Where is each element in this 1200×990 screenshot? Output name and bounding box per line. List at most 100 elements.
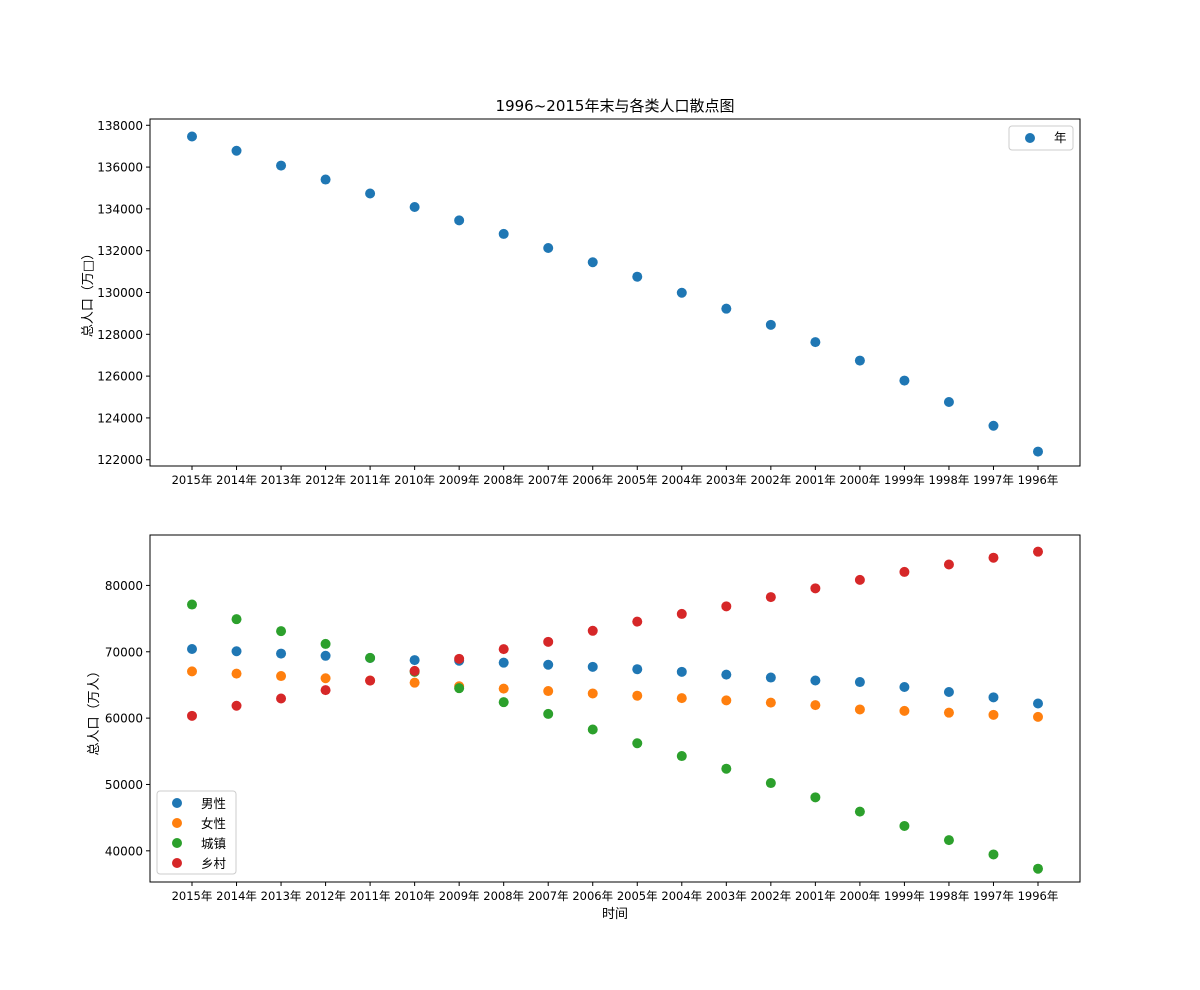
scatter-point-series-1 — [854, 704, 865, 715]
scatter-point-series-0 — [1033, 446, 1043, 457]
scatter-point-series-1 — [320, 673, 331, 684]
x-tick-label: 2009年 — [439, 473, 480, 487]
x-tick-label: 2005年 — [617, 889, 658, 903]
scatter-point-series-0 — [1033, 698, 1043, 709]
x-tick-label: 2014年 — [216, 889, 257, 903]
scatter-point-series-0 — [454, 215, 465, 226]
x-tick-label: 2010年 — [394, 473, 435, 487]
y-tick-label: 122000 — [97, 453, 143, 467]
scatter-point-series-2 — [187, 599, 197, 610]
scatter-point-series-2 — [854, 806, 865, 817]
scatter-point-series-0 — [187, 644, 197, 655]
x-tick-label: 2011年 — [350, 889, 391, 903]
x-tick-label: 2012年 — [305, 473, 346, 487]
y-axis-ticks: 122000 124000 126000 128000 130000 132000 1340… — [97, 119, 150, 467]
x-tick-label: 2009年 — [439, 889, 480, 903]
x-axis-label: 时间 — [602, 907, 628, 922]
scatter-point-series-2 — [721, 763, 732, 774]
scatter-point-series-1 — [276, 671, 287, 682]
y-tick-label: 130000 — [97, 286, 143, 300]
scatter-point-series-3 — [454, 653, 465, 664]
x-tick-label: 2010年 — [394, 889, 435, 903]
scatter-point-series-1 — [943, 707, 954, 718]
legend-box — [156, 790, 237, 875]
scatter-point-series-0 — [943, 686, 954, 697]
x-tick-label: 1998年 — [929, 889, 970, 903]
y-tick-label: 128000 — [97, 328, 143, 342]
x-tick-label: 2012年 — [305, 889, 346, 903]
scatter-point-series-3 — [1033, 546, 1043, 557]
scatter-point-series-0 — [276, 160, 287, 171]
x-tick-label: 2013年 — [261, 473, 302, 487]
legend-marker-male — [172, 798, 182, 808]
scatter-point-series-0 — [943, 397, 954, 408]
scatter-point-series-0 — [765, 672, 776, 683]
scatter-point-series-3 — [365, 675, 376, 686]
x-tick-label: 2005年 — [617, 473, 658, 487]
scatter-point-series-2 — [276, 626, 287, 637]
x-tick-label: 2000年 — [840, 889, 881, 903]
plot-frame — [149, 118, 1081, 467]
x-tick-label: 1997年 — [973, 473, 1014, 487]
scatter-point-series-0 — [276, 648, 287, 659]
scatter-point-series-1 — [498, 683, 509, 694]
scatter-point-series-3 — [498, 644, 509, 655]
scatter-point-series-0 — [320, 650, 331, 661]
scatter-point-series-0 — [409, 655, 420, 666]
x-tick-label: 2015年 — [172, 473, 213, 487]
scatter-point-series-1 — [721, 695, 732, 706]
scatter-point-series-0 — [810, 675, 821, 686]
x-tick-label: 1999年 — [884, 473, 925, 487]
x-tick-label: 2002年 — [750, 473, 791, 487]
scatter-point-series-3 — [943, 559, 954, 570]
scatter-point-series-0 — [721, 669, 732, 680]
scatter-point-series-3 — [587, 625, 598, 636]
scatter-point-series-2 — [943, 835, 954, 846]
scatter-point-series-0 — [988, 420, 999, 431]
scatter-points — [187, 131, 1043, 457]
x-tick-label: 1999年 — [884, 889, 925, 903]
y-tick-label: 40000 — [105, 844, 143, 858]
scatter-point-series-0 — [854, 355, 865, 366]
x-tick-label: 2000年 — [840, 473, 881, 487]
plot-area — [150, 535, 1080, 882]
scatter-point-series-0 — [676, 287, 687, 298]
scatter-point-series-2 — [988, 849, 999, 860]
y-tick-label: 70000 — [105, 645, 143, 659]
scatter-point-series-1 — [632, 690, 643, 701]
scatter-point-series-3 — [409, 665, 420, 676]
x-tick-label: 2007年 — [528, 889, 569, 903]
plot-area — [150, 119, 1080, 466]
scatter-point-series-1 — [810, 700, 821, 711]
legend-marker-rural — [172, 858, 182, 868]
scatter-point-series-3 — [810, 583, 821, 594]
scatter-point-series-2 — [810, 792, 821, 803]
x-tick-label: 2003年 — [706, 473, 747, 487]
legend-marker-female — [172, 818, 182, 828]
scatter-point-series-3 — [543, 636, 554, 647]
scatter-point-series-0 — [409, 201, 420, 212]
scatter-point-series-0 — [320, 174, 331, 185]
scatter-point-series-0 — [231, 145, 242, 156]
x-tick-label: 2011年 — [350, 473, 391, 487]
x-axis-ticks: 2015年 2014年 2013年 2012年 2011年 2010年 2009年 2008年… — [172, 882, 1058, 903]
x-tick-label: 1997年 — [973, 889, 1014, 903]
scatter-point-series-0 — [632, 271, 643, 282]
scatter-point-series-0 — [899, 681, 910, 692]
legend-marker-urban — [172, 838, 182, 848]
scatter-point-series-1 — [187, 666, 197, 677]
scatter-point-series-2 — [765, 778, 776, 789]
legend: 男性 女性 城镇 乡村 — [156, 790, 237, 875]
x-tick-label: 2006年 — [572, 473, 613, 487]
x-tick-label: 2006年 — [572, 889, 613, 903]
scatter-point-series-0 — [854, 677, 865, 688]
scatter-point-series-3 — [632, 616, 643, 627]
y-tick-label: 80000 — [105, 579, 143, 593]
scatter-point-series-2 — [365, 652, 376, 663]
scatter-points — [187, 546, 1043, 874]
scatter-point-series-0 — [810, 337, 821, 348]
scatter-point-series-1 — [765, 697, 776, 708]
x-axis-ticks: 2015年 2014年 2013年 2012年 2011年 2010年 2009年 2008年… — [172, 466, 1058, 487]
scatter-point-series-2 — [454, 683, 465, 694]
x-tick-label: 2004年 — [661, 889, 702, 903]
